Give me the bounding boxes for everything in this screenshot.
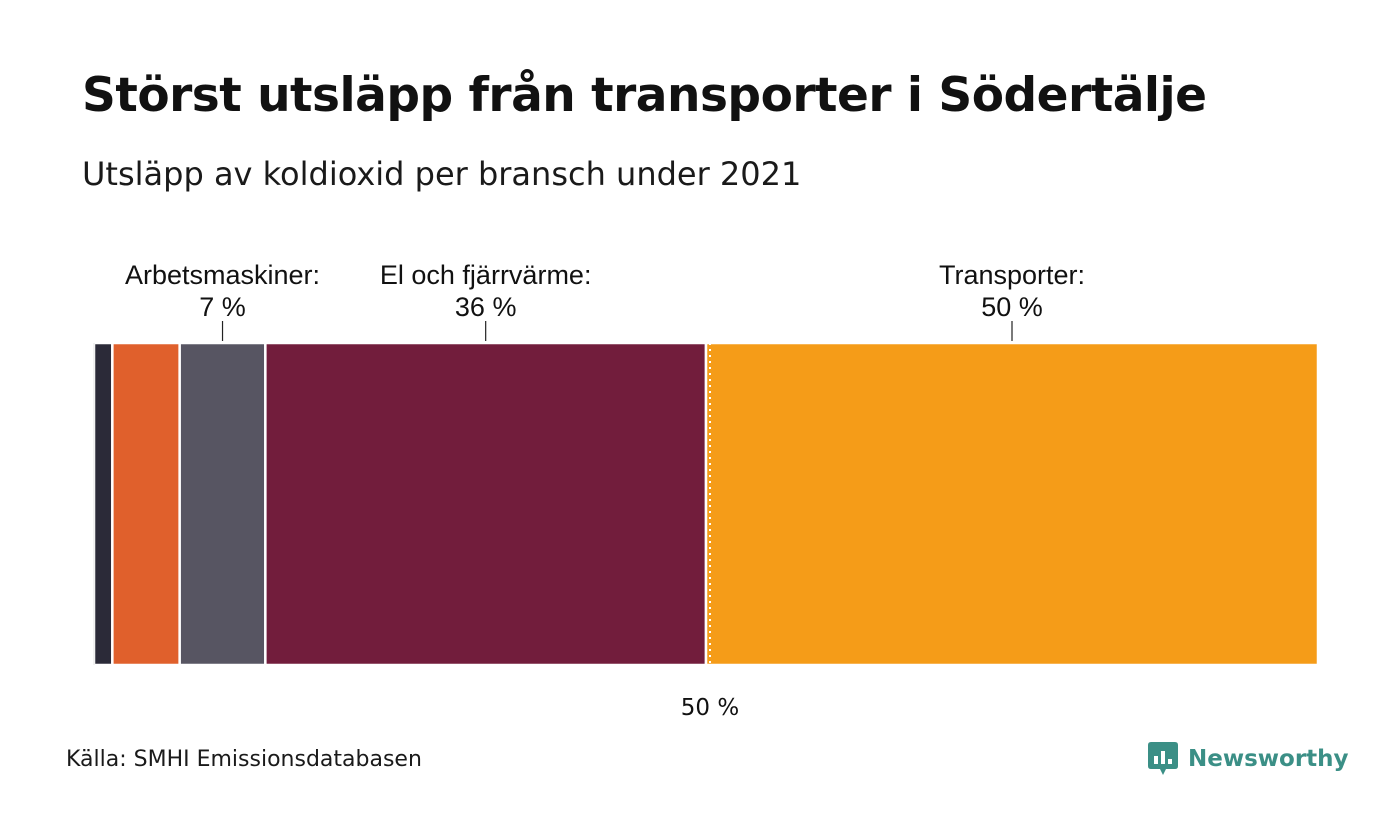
brand-name: Newsworthy <box>1188 746 1349 772</box>
source-note: Källa: SMHI Emissionsdatabasen <box>66 747 422 772</box>
bar-segment-1 <box>111 341 181 667</box>
chart-subtitle: Utsläpp av koldioxid per bransch under 2… <box>82 155 802 193</box>
newsworthy-logo: Newsworthy <box>1148 742 1349 776</box>
segment-value-label-2: 7 % <box>199 292 246 322</box>
bar-segment-3 <box>264 341 708 667</box>
stacked-bar-chart: Arbetsmaskiner:7 % El och fjärrvärme:36 %… <box>92 260 1320 721</box>
bar-segment-2 <box>178 341 267 667</box>
segment-label-3: El och fjärrvärme: <box>380 260 592 290</box>
segment-value-label-3: 36 % <box>455 292 517 322</box>
segment-label-4: Transporter: <box>939 260 1085 290</box>
chart-title: Störst utsläpp från transporter i Södert… <box>82 68 1207 123</box>
reference-line-label: 50 % <box>681 695 739 721</box>
newsworthy-logo-icon <box>1148 742 1178 775</box>
segment-label-2: Arbetsmaskiner: <box>125 260 320 290</box>
segment-value-label-4: 50 % <box>981 292 1043 322</box>
bar-segment-0 <box>92 341 114 667</box>
bar-segment-4 <box>704 341 1320 667</box>
